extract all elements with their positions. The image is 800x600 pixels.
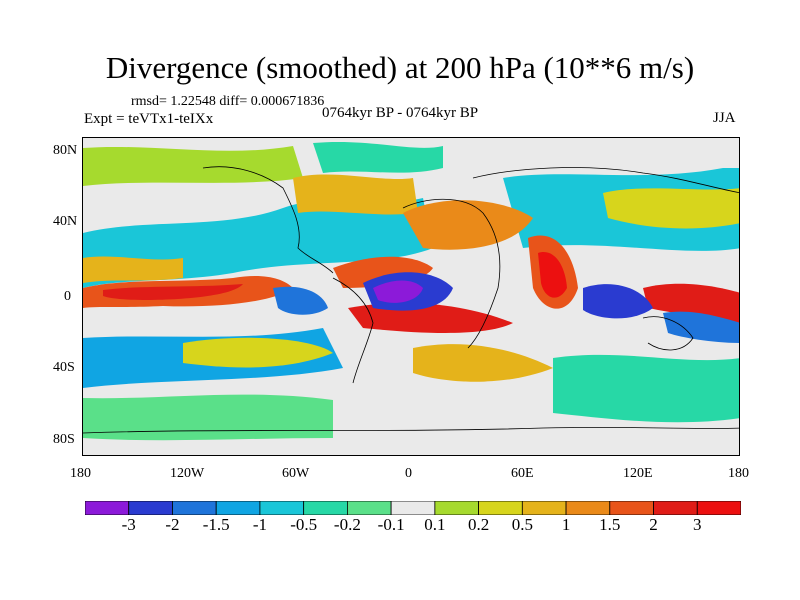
colorbar-swatch — [565, 501, 611, 515]
coastlines — [83, 166, 739, 434]
colorbar-swatch — [653, 501, 698, 515]
north-atlantic-orange — [293, 174, 418, 215]
colorbar-swatch — [696, 501, 741, 515]
colorbar-swatch — [346, 501, 392, 515]
lon-label: 120E — [623, 466, 653, 481]
south-america-coast — [332, 277, 374, 384]
central-pacific-yellow — [83, 256, 183, 283]
lat-label: 0 — [64, 289, 71, 304]
colorbar-level-label: -1.5 — [202, 515, 230, 534]
colorbar-level-label: -1 — [252, 515, 268, 534]
colorbar-level-label: -3 — [121, 515, 136, 534]
colorbar-swatch — [172, 501, 217, 515]
lat-label: 40S — [53, 360, 75, 375]
southern-ocean-green — [83, 394, 333, 441]
south-indian-green — [553, 354, 739, 423]
eastern-pacific-divergence-core — [103, 284, 243, 300]
colorbar-swatch — [609, 501, 654, 515]
season-label: JJA — [713, 110, 736, 126]
colorbar-level-label: -0.2 — [333, 515, 361, 534]
africa-coast — [402, 198, 501, 349]
colorbar-swatch — [434, 501, 479, 515]
colorbar-swatch — [215, 501, 261, 515]
colorbar-level-label: 3 — [693, 515, 702, 534]
lon-label: 180 — [728, 466, 749, 481]
colorbar-level-label: 1.5 — [599, 515, 621, 534]
sahara-orange — [403, 200, 533, 250]
colorbar-level-label: 2 — [649, 515, 658, 534]
colorbar-swatch — [303, 501, 348, 515]
colorbar-level-label: 0.2 — [467, 515, 490, 534]
lat-label: 80S — [53, 432, 75, 447]
arctic-yellowgreen — [83, 146, 303, 186]
lon-label: 0 — [405, 466, 412, 481]
lon-label: 60E — [511, 466, 534, 481]
stats-label: rmsd= 1.22548 diff= 0.000671836 — [131, 94, 325, 109]
southwest-pacific-convergence — [663, 311, 739, 343]
south-atlantic-divergence — [348, 303, 513, 333]
colorbar-swatch — [128, 501, 173, 515]
central-american-convergence — [273, 286, 328, 315]
eurasia-coast — [472, 167, 739, 194]
colorbar-swatch — [85, 501, 130, 515]
west-pacific-divergence — [643, 283, 739, 323]
map-panel — [82, 137, 740, 456]
indian-ocean-divergence-core — [538, 252, 567, 298]
atlantic-convergence-core — [373, 280, 423, 303]
south-atlantic-yellow — [413, 344, 553, 382]
north-america-coast — [202, 166, 334, 274]
lon-label: 120W — [170, 466, 205, 481]
colorbar — [85, 501, 741, 515]
greenland-green — [313, 141, 443, 173]
colorbar-level-label: 1 — [561, 515, 571, 534]
lat-label: 40N — [53, 214, 78, 229]
colorbar-swatch — [259, 501, 305, 515]
lon-label: 60W — [282, 466, 310, 481]
colorbar-swatch — [521, 501, 567, 515]
period-label: 0764kyr BP - 0764kyr BP — [322, 105, 479, 121]
east-asia-yellow — [603, 188, 739, 229]
colorbar-level-label: -0.5 — [290, 515, 318, 534]
lat-label: 80N — [53, 143, 78, 158]
experiment-label: Expt = teVTx1-teIXx — [84, 111, 214, 127]
divergence-map — [83, 138, 739, 455]
chart-title: Divergence (smoothed) at 200 hPa (10**6 … — [105, 50, 695, 85]
lon-label: 180 — [70, 466, 91, 481]
colorbar-level-label: 0.5 — [511, 515, 533, 534]
antarctica-coast — [83, 427, 739, 434]
colorbar-level-label: -0.1 — [377, 515, 405, 534]
colorbar-swatch — [478, 501, 523, 515]
colorbar-swatch — [390, 501, 436, 515]
colorbar-level-label: -2 — [165, 515, 180, 534]
maritime-continent-convergence — [583, 284, 653, 319]
south-pacific-yellow — [183, 337, 333, 368]
australia-coast — [642, 316, 694, 351]
colorbar-level-label: 0.1 — [424, 515, 446, 534]
